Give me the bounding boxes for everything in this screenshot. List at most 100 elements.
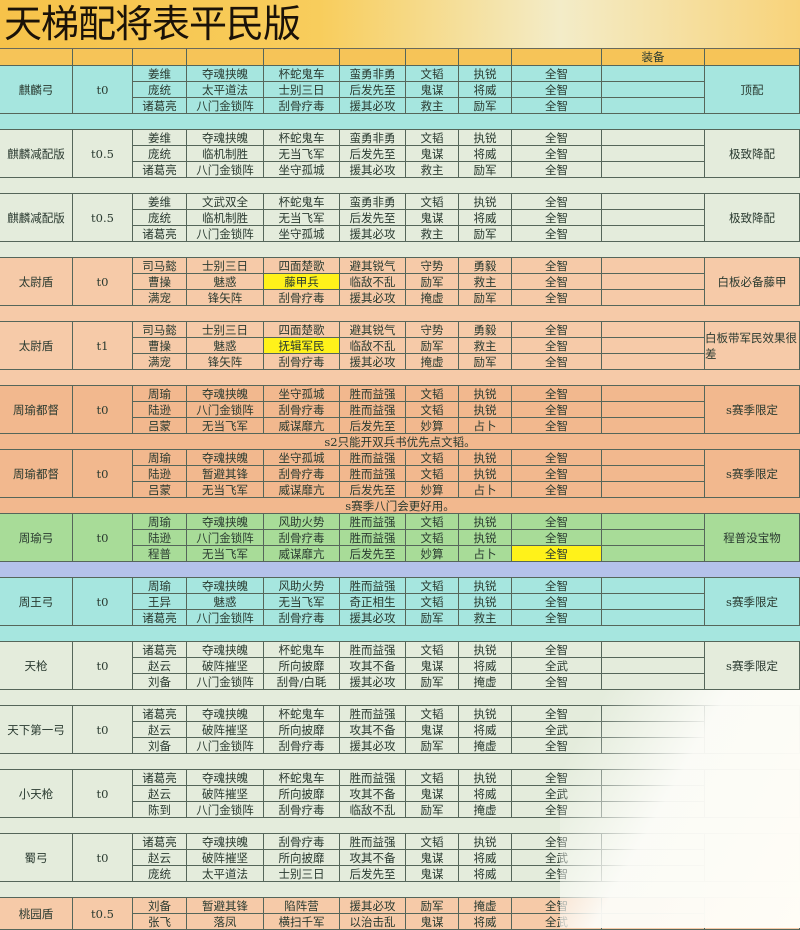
- tactic-book-cell: 掩虚: [459, 898, 512, 914]
- equipment-empty-cell: [602, 482, 705, 498]
- skill-cell: 援其必攻: [340, 354, 406, 370]
- tier-label: t0: [73, 258, 133, 306]
- lineup-name: 麒麟弓: [0, 66, 73, 114]
- lineup-name: 太尉盾: [0, 322, 73, 370]
- skill-cell: 夺魂挟魄: [187, 706, 264, 722]
- skill-cell: 八门金锁阵: [187, 802, 264, 818]
- equipment-cell: 全智: [512, 226, 602, 242]
- skill-cell: 破阵摧坚: [187, 786, 264, 802]
- group-separator: [0, 113, 800, 130]
- equipment-empty-cell: [602, 194, 705, 210]
- skill-cell: 暂避其锋: [187, 898, 264, 914]
- hero-name: 刘备: [133, 674, 187, 690]
- hero-name: 诸葛亮: [133, 642, 187, 658]
- skill-cell: 坐守孤城: [264, 226, 340, 242]
- skill-cell: 奇正相生: [340, 594, 406, 610]
- lineup-group: 周瑜都督 t0 周瑜 夺魂挟魄 坐守孤城 胜而益强 文韬 执锐 全智 陆逊 八门金锁阵 刮骨疗毒 胜而益…: [0, 385, 800, 434]
- equipment-cell: 全智: [512, 162, 602, 178]
- hero-name: 诸葛亮: [133, 770, 187, 786]
- tactic-book-cell: 文韬: [406, 386, 459, 402]
- group-separator: [0, 177, 800, 194]
- equipment-cell: 全智: [512, 450, 602, 466]
- equipment-empty-cell: [602, 546, 705, 562]
- equipment-cell: 全武: [512, 786, 602, 802]
- lineup-note: [705, 834, 800, 882]
- equipment-empty-cell: [602, 642, 705, 658]
- skill-cell: 无当飞军: [187, 482, 264, 498]
- tactic-book-cell: 执锐: [459, 530, 512, 546]
- equipment-cell: 全智: [512, 274, 602, 290]
- equipment-cell: 全智: [512, 130, 602, 146]
- lineup-name: 天枪: [0, 642, 73, 690]
- lineup-note: 极致降配: [705, 130, 800, 178]
- hero-name: 刘备: [133, 898, 187, 914]
- lineup-group: 蜀弓 t0 诸葛亮 夺魂挟魄 刮骨疗毒 胜而益强 文韬 执锐 全智 赵云 破阵摧坚 所向披靡 攻其不备鬼…: [0, 833, 800, 882]
- equipment-cell: 全武: [512, 658, 602, 674]
- skill-cell: 刮骨疗毒: [264, 834, 340, 850]
- equipment-empty-cell: [602, 674, 705, 690]
- skill-cell: 刮骨疗毒: [264, 290, 340, 306]
- lineup-name: 小天枪: [0, 770, 73, 818]
- equipment-empty-cell: [602, 658, 705, 674]
- equipment-cell: 全智: [512, 338, 602, 354]
- tier-label: t1: [73, 322, 133, 370]
- skill-cell: 破阵摧坚: [187, 722, 264, 738]
- equipment-cell: 全智: [512, 322, 602, 338]
- skill-cell: 夺魂挟魄: [187, 386, 264, 402]
- equipment-empty-cell: [602, 402, 705, 418]
- equipment-empty-cell: [602, 82, 705, 98]
- tactic-book-cell: 守势: [406, 322, 459, 338]
- lineup-name: 周瑜都督: [0, 386, 73, 434]
- tactic-book-cell: 执锐: [459, 130, 512, 146]
- equipment-cell: 全智: [512, 738, 602, 754]
- header-cell: [512, 49, 602, 65]
- skill-cell: 后发先至: [340, 866, 406, 882]
- skill-cell: 胜而益强: [340, 402, 406, 418]
- tactic-book-cell: 执锐: [459, 834, 512, 850]
- skill-cell: 胜而益强: [340, 770, 406, 786]
- skill-cell: 后发先至: [340, 210, 406, 226]
- lineup-name: 蜀弓: [0, 834, 73, 882]
- header-cell: [406, 49, 459, 65]
- skill-cell: 避其锐气: [340, 258, 406, 274]
- equipment-cell: 全智: [512, 82, 602, 98]
- hero-name: 诸葛亮: [133, 706, 187, 722]
- skill-cell: 攻其不备: [340, 786, 406, 802]
- equipment-empty-cell: [602, 770, 705, 786]
- skill-cell: 蛮勇非勇: [340, 194, 406, 210]
- tactic-book-cell: 文韬: [406, 466, 459, 482]
- skill-cell: 无当飞军: [264, 594, 340, 610]
- equipment-cell: 全武: [512, 722, 602, 738]
- lineup-note: [705, 706, 800, 754]
- skill-cell: 杯蛇鬼车: [264, 706, 340, 722]
- skill-cell: 锋矢阵: [187, 354, 264, 370]
- tactic-book-cell: 文韬: [406, 402, 459, 418]
- tier-label: t0: [73, 642, 133, 690]
- skill-cell: 胜而益强: [340, 466, 406, 482]
- tactic-book-cell: 文韬: [406, 578, 459, 594]
- lineup-group: 麒麟弓 t0 姜维 夺魂挟魄 杯蛇鬼车 蛮勇非勇 文韬 执锐 全智 庞统 太平道法 士别三日 后发先至鬼…: [0, 65, 800, 114]
- tactic-book-cell: 励军: [459, 354, 512, 370]
- hero-name: 曹操: [133, 338, 187, 354]
- tactic-book-cell: 执锐: [459, 594, 512, 610]
- lineup-name: 天下第一弓: [0, 706, 73, 754]
- header-cell: [340, 49, 406, 65]
- lineup-note: 白板带军民效果很差: [705, 322, 800, 370]
- tactic-book-cell: 救主: [459, 274, 512, 290]
- tactic-book-cell: 将威: [459, 866, 512, 882]
- equipment-empty-cell: [602, 802, 705, 818]
- hero-name: 周瑜: [133, 578, 187, 594]
- tactic-book-cell: 妙算: [406, 546, 459, 562]
- equipment-cell: 全智: [512, 402, 602, 418]
- skill-cell: 杯蛇鬼车: [264, 770, 340, 786]
- equipment-empty-cell: [602, 210, 705, 226]
- lineup-name: 太尉盾: [0, 258, 73, 306]
- skill-cell: 后发先至: [340, 146, 406, 162]
- skill-cell: 所向披靡: [264, 658, 340, 674]
- skill-cell: 夺魂挟魄: [187, 130, 264, 146]
- lineup-note: [705, 770, 800, 818]
- skill-cell: 士别三日: [264, 82, 340, 98]
- skill-cell: 所向披靡: [264, 722, 340, 738]
- tactic-book-cell: 励军: [459, 226, 512, 242]
- tactic-book-cell: 励军: [459, 162, 512, 178]
